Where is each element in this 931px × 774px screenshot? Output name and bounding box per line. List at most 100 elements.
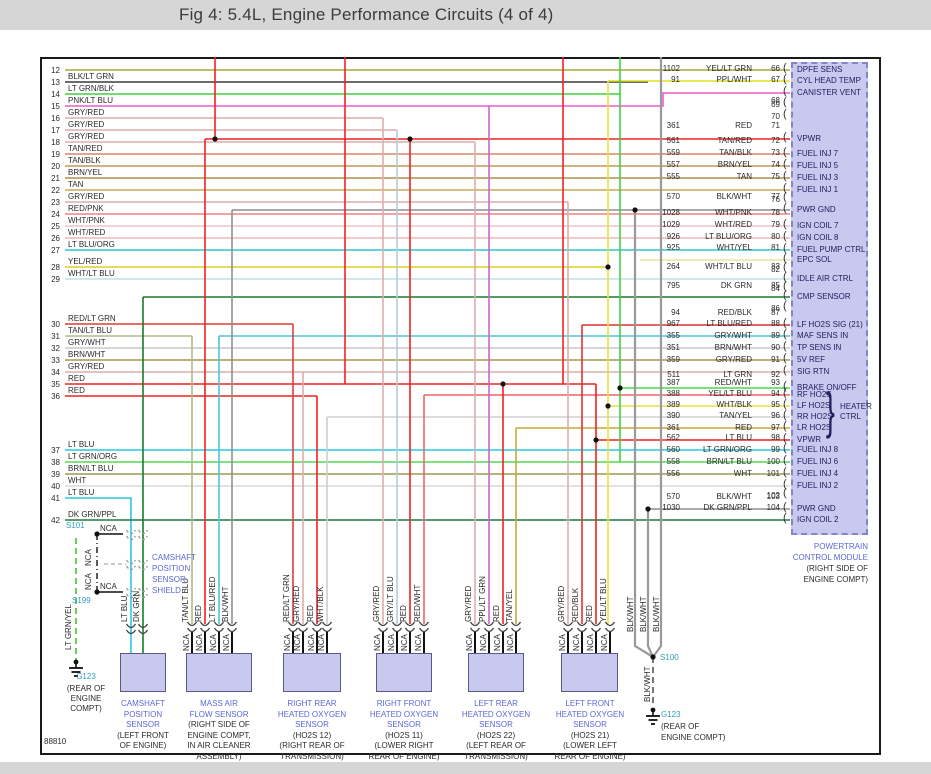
wire-color-label: DK GRN [720,281,752,290]
pcm-signal-label: PWR GND [797,205,836,214]
pcm-pin-bracket: ( [783,380,787,392]
pcm-pin-number: 91 [771,355,780,364]
shield-label: POSITION [152,564,191,573]
pcm-pin-number: 80 [771,232,780,241]
wire-color-label: WHT/PNK [68,216,105,225]
inline-connector-arc [590,627,602,633]
wire-color-label-vertical: BLK/WHT [221,586,230,622]
left-pin-number: 40 [51,482,60,491]
heater-ctrl-brace: } [825,383,835,439]
inline-connector-arc [404,627,416,633]
left-pin-number: 33 [51,356,60,365]
pcm-signal-label: MAF SENS IN [797,331,849,340]
wire-color-label-vertical: RED [306,605,315,622]
left-pin-number: 19 [51,150,60,159]
splice-dot [605,264,611,270]
left-pin-number: 21 [51,174,60,183]
nca-label: NCA [600,634,609,651]
inline-connector-arc [377,621,389,627]
pcm-pin-bracket: ( [783,158,787,170]
wire-color-label: BRN/LT BLU [68,464,114,473]
left-pin-number: 42 [51,516,60,525]
pcm-pin-number: 75 [771,172,780,181]
inline-connector-arc [199,621,211,627]
diagram-label: BLK/WHT [626,596,635,632]
pcm-pin-number: 74 [771,160,780,169]
wire-color-label-vertical: GRY/RED [464,585,473,622]
shield-label: SHIELD [152,586,181,595]
pcm-signal-label: EPC SOL [797,255,832,264]
inline-connector-arc [321,627,333,633]
inline-connector-arc [311,627,323,633]
sensor-name: HEATED OXYGEN [555,709,625,719]
pcm-pin-bracket: ( [783,202,787,214]
inline-connector-arc [483,627,495,633]
inline-connector-arc [137,629,149,635]
left-pin-number: 14 [51,90,60,99]
circuit-number: 1102 [662,64,680,73]
sensor-location: TRANSMISSION) [464,751,528,761]
inline-connector-arc [497,627,509,633]
inline-connector-arc [311,621,323,627]
inline-connector-arc [186,621,198,627]
pcm-pin-bracket: ( [783,420,787,432]
inline-connector-arc [404,621,416,627]
left-pin-number: 39 [51,470,60,479]
pcm-pin-number: 97 [771,423,780,432]
circuit-number: 557 [666,160,680,169]
wire-color-label-vertical: GRY/LT BLU [386,576,395,622]
wire-color-label: LT GRN [723,370,752,379]
wire-color-label: WHT/RED [68,228,106,237]
sensor-name: SENSOR [573,720,607,729]
pcm-signal-label: CYL HEAD TEMP [797,76,862,85]
pcm-signal-label: IGN COIL 8 [797,233,839,242]
splice-or-ground-label: G123 [661,710,681,719]
wire-color-label: RED [68,374,85,383]
wire-color-label: TAN/RED [717,136,752,145]
circuit-number: 559 [666,148,680,157]
wire-color-label-vertical: YEL/LT BLU [599,578,608,622]
pcm-signal-label: VPWR [797,134,821,143]
nca-label: NCA [209,634,218,651]
pcm-signal-label: RR HO2S [797,412,833,421]
sensor-name: MASS AIR [200,699,238,708]
pcm-pin-bracket: ( [783,96,787,108]
sensor-location: (LEFT FRONT [117,730,169,740]
wire-color-label: DK GRN/PPL [68,510,117,519]
pcm-pin-bracket: ( [783,432,787,444]
pcm-signal-label: RF HO2S [797,390,832,399]
left-pin-number: 37 [51,446,60,455]
pcm-pin-number: 77 [771,192,780,201]
diagram-label: BLK/WHT [652,596,661,632]
diagram-label: NCA [100,582,117,591]
wire-color-label: PPL/WHT [716,75,752,84]
diagram-label: BLK/WHT [643,666,652,702]
pcm-signal-label: FUEL INJ 2 [797,481,839,490]
pcm-pin-number: 89 [771,331,780,340]
pcm-signal-label: FUEL INJ 5 [797,161,839,170]
wire-color-label: LT BLU/ORG [705,232,752,241]
pcm-pin-number: 76 [771,195,780,204]
wire-color-label: WHT/YEL [716,243,752,252]
splice-dot [94,531,100,537]
pcm-pin-bracket: ( [783,242,787,254]
wire-color-label: BLK/WHT [716,192,752,201]
pcm-signal-label: IGN COIL 7 [797,221,839,230]
sensor-name: CAMSHAFT [121,699,165,708]
pcm-pin-bracket: ( [783,218,787,230]
nca-label: NCA [465,634,474,651]
pcm-pin-bracket: ( [783,73,787,85]
nca-label: NCA [182,634,191,651]
splice-dot [407,136,413,142]
circuit-number: 1030 [662,503,680,512]
shield-connector-arc [137,535,149,541]
pcm-pin-bracket: ( [783,146,787,158]
pcm-pin-number: 78 [771,208,780,217]
circuit-number: 1028 [662,208,680,217]
pcm-pin-number: 95 [771,400,780,409]
pcm-signal-label: CANISTER VENT [797,88,862,97]
pcm-pin-bracket: ( [783,512,787,524]
wire [646,509,655,658]
wire-color-label: YEL/LT GRN [706,64,752,73]
wire-color-label: GRY/WHT [714,331,752,340]
